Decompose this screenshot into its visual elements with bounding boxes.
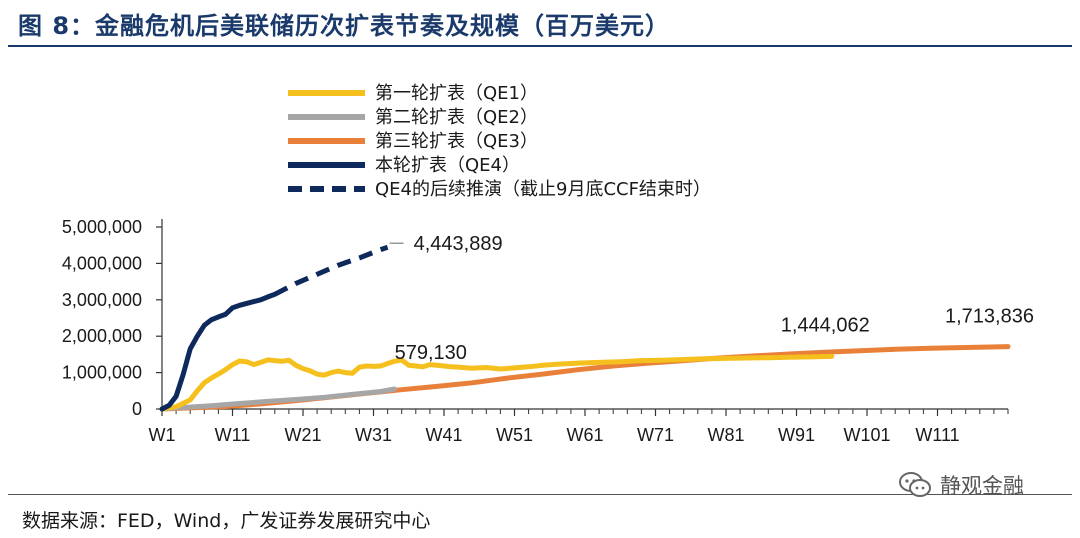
legend-label-4: 本轮扩表（QE4） bbox=[375, 155, 520, 176]
data-label: 579,130 bbox=[395, 342, 467, 364]
annotations: 4,443,889 579,130 1,444,062 1,713,836 bbox=[389, 233, 1034, 364]
title-divider bbox=[8, 45, 1072, 47]
y-tick-label: 1,000,000 bbox=[62, 363, 142, 383]
chart-area: 第一轮扩表（QE1） 第二轮扩表（QE2） 第三轮扩表（QE3） 本轮扩表（QE4） Q… bbox=[0, 50, 1080, 490]
figure-title: 图 8：金融危机后美联储历次扩表节奏及规模（百万美元） bbox=[18, 12, 671, 40]
legend: 第一轮扩表（QE1） 第二轮扩表（QE2） 第三轮扩表（QE3） 本轮扩表（QE4） Q… bbox=[288, 83, 711, 200]
legend-label-1: 第一轮扩表（QE1） bbox=[375, 83, 538, 104]
series-line-qe1 bbox=[159, 353, 835, 412]
wechat-icon bbox=[899, 472, 931, 497]
x-tick-label: W71 bbox=[637, 425, 674, 445]
series-line-qe4-projection bbox=[273, 244, 389, 297]
x-tick-label: W1 bbox=[149, 425, 176, 445]
y-tick-label: 5,000,000 bbox=[62, 217, 142, 237]
x-tick-label: W11 bbox=[215, 425, 251, 445]
series-layer bbox=[159, 244, 1011, 412]
legend-label-2: 第二轮扩表（QE2） bbox=[375, 107, 538, 128]
x-tick-label: W41 bbox=[425, 425, 462, 445]
footer-divider bbox=[8, 494, 1072, 495]
x-tick-label: W51 bbox=[496, 425, 533, 445]
data-label: 1,713,836 bbox=[945, 306, 1034, 328]
header: 图 8：金融危机后美联储历次扩表节奏及规模（百万美元） bbox=[0, 0, 1080, 50]
x-tick-label: W31 bbox=[355, 425, 392, 445]
y-tick-label: 2,000,000 bbox=[62, 326, 142, 346]
x-tick-label: W111 bbox=[915, 425, 959, 445]
series-line-qe2 bbox=[159, 386, 398, 412]
line-chart: 第一轮扩表（QE1） 第二轮扩表（QE2） 第三轮扩表（QE3） 本轮扩表（QE4） Q… bbox=[62, 83, 1034, 445]
x-tick-label: W91 bbox=[778, 425, 815, 445]
y-tick-label: 0 bbox=[132, 399, 142, 419]
series-line-qe4 bbox=[159, 291, 278, 412]
legend-label-5: QE4的后续推演（截止9月底CCF结束时） bbox=[375, 179, 711, 200]
x-tick-label: W21 bbox=[284, 425, 321, 445]
y-tick-label: 4,000,000 bbox=[62, 253, 142, 273]
x-tick-label: W61 bbox=[566, 425, 603, 445]
y-tick-label: 3,000,000 bbox=[62, 290, 142, 310]
data-label: 4,443,889 bbox=[414, 233, 503, 255]
data-label: 1,444,062 bbox=[781, 314, 870, 336]
axes: 0 1,000,000 2,000,000 3,000,000 4,000,000 5,0… bbox=[62, 217, 1009, 445]
x-tick-label: W101 bbox=[843, 425, 890, 445]
legend-label-3: 第三轮扩表（QE3） bbox=[375, 131, 538, 152]
source-note: 数据来源：FED，Wind，广发证券发展研究中心 bbox=[22, 510, 431, 532]
watermark: 静观金融 bbox=[898, 470, 1024, 500]
watermark-text: 静观金融 bbox=[940, 474, 1024, 498]
x-tick-label: W81 bbox=[707, 425, 744, 445]
